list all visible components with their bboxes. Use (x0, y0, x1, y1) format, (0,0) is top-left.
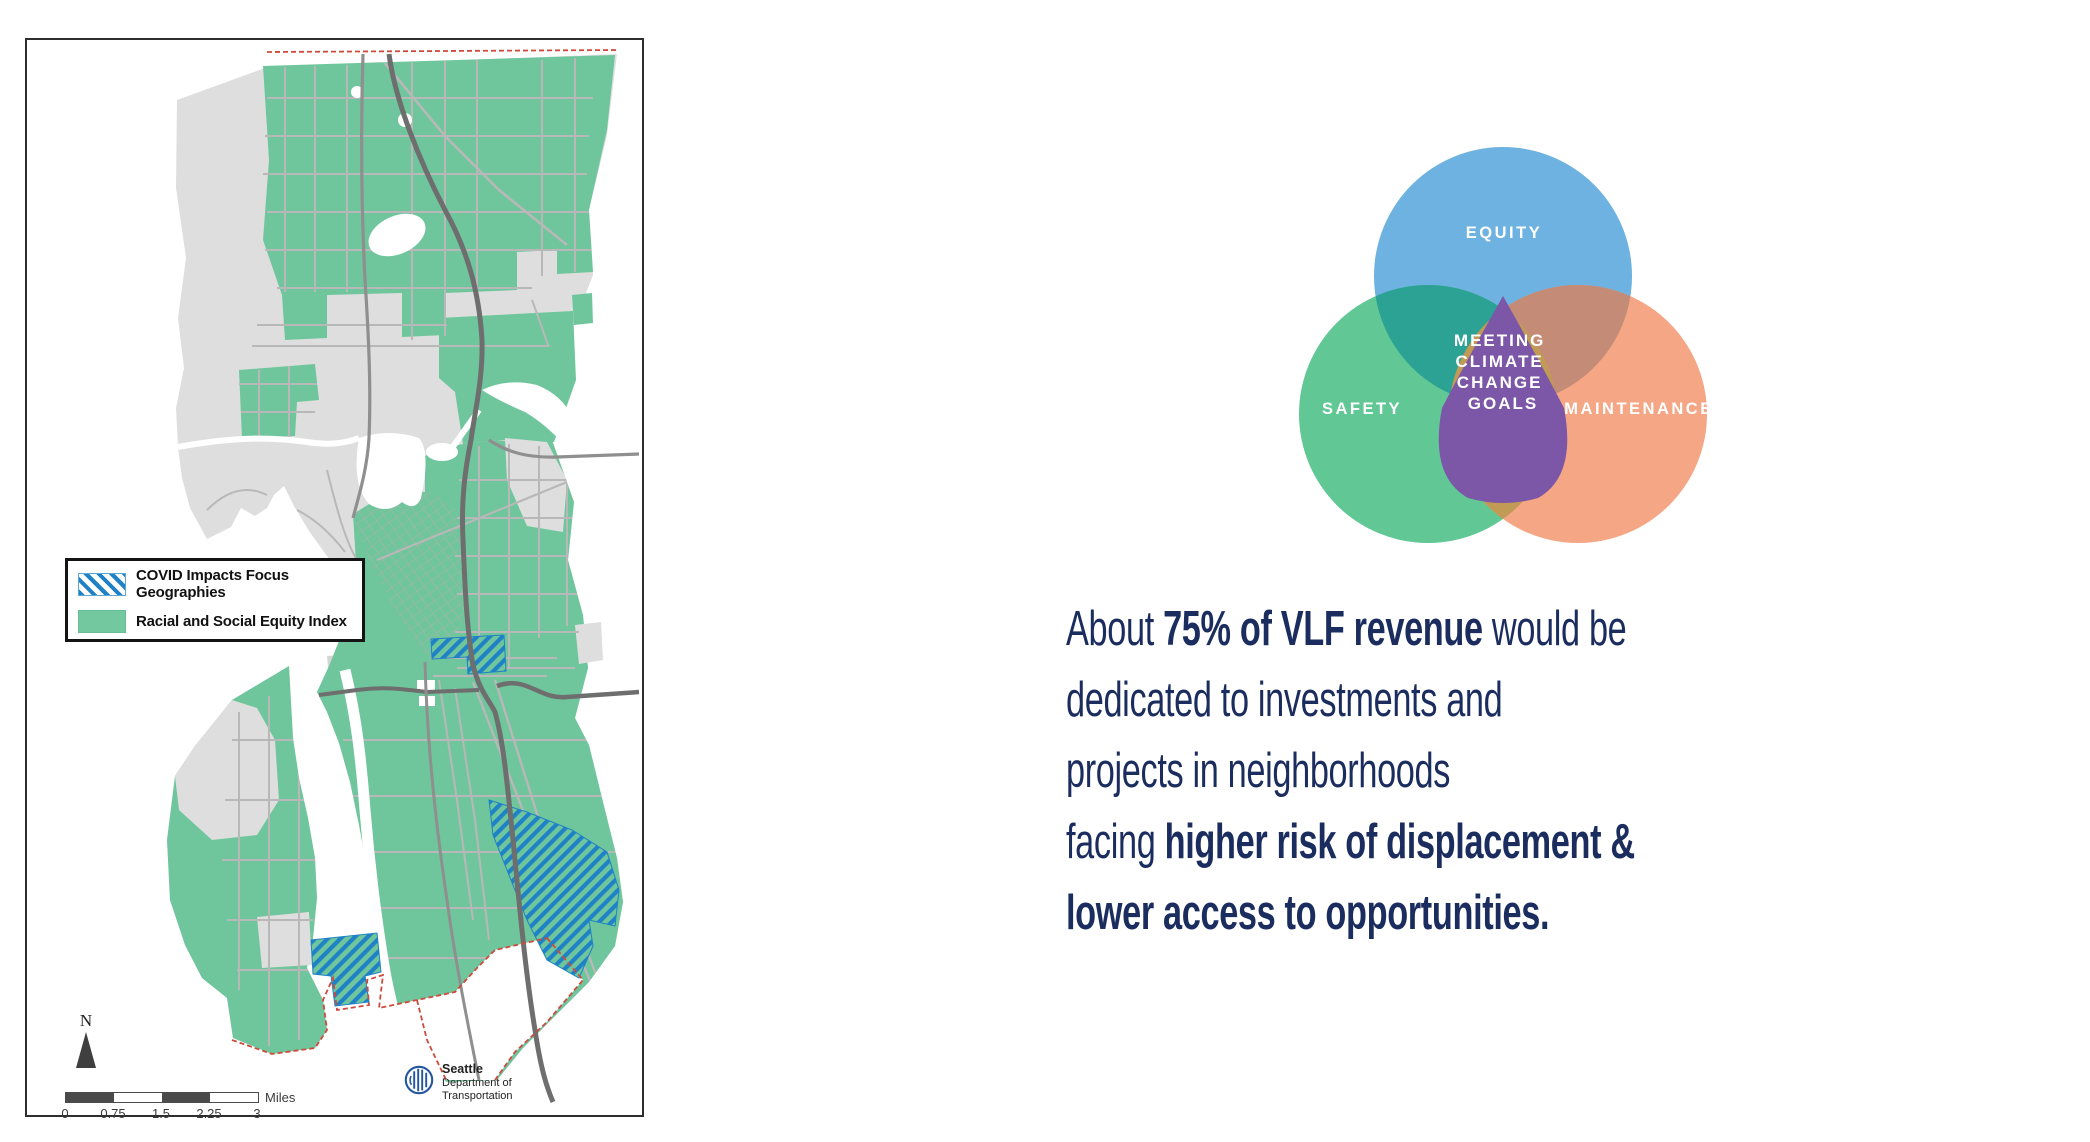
maintenance-label: MAINTENANCE (1564, 400, 1712, 418)
equity-label: EQUITY (1466, 224, 1542, 242)
sdot-logo-icon (404, 1065, 434, 1095)
statement-segment-bold: 75% of VLF revenue (1163, 602, 1483, 656)
legend-item-covid: COVID Impacts Focus Geographies (78, 567, 352, 601)
scale-unit: Miles (265, 1090, 296, 1105)
scale-tick: 0 (61, 1106, 69, 1121)
statement-segment: About (1066, 602, 1164, 656)
map-legend: COVID Impacts Focus Geographies Racial a… (65, 558, 365, 642)
scale-bar-track (65, 1092, 259, 1103)
legend-item-equity: Racial and Social Equity Index (78, 610, 352, 633)
center-label: MEETING CLIMATE CHANGE GOALS (1454, 331, 1552, 413)
legend-label: COVID Impacts Focus Geographies (136, 567, 289, 601)
center-overlap (1438, 296, 1568, 503)
north-label: N (79, 1011, 93, 1030)
covid-hatch-swatch (78, 572, 126, 596)
sdot-line3: Transportation (442, 1090, 513, 1103)
scale-tick: 3 (253, 1106, 261, 1121)
covid-area-downtown (430, 634, 507, 675)
sdot-logo-text: Seattle Department of Transportation (442, 1062, 513, 1103)
north-arrow-icon (76, 1032, 96, 1068)
covid-area-south-park (310, 932, 382, 1007)
seattle-map (167, 49, 640, 1103)
covid-area-rainier-valley (488, 799, 620, 979)
sdot-line2: Department of (442, 1077, 512, 1089)
scale-tick: 0.75 (100, 1106, 126, 1121)
statement-text: About 75% of VLF revenue would be dedica… (1066, 594, 1871, 949)
statement-segment-bold: higher risk of displacement & lower acce… (1066, 815, 1635, 941)
city-boundary (231, 49, 620, 1083)
legend-label: Racial and Social Equity Index (136, 613, 347, 630)
water (177, 86, 583, 1080)
scale-tick: 2.25 (196, 1106, 222, 1121)
scale-bar: 0 0.75 1.5 2.25 3 Miles (61, 1090, 345, 1121)
map-panel: COVID Impacts Focus Geographies Racial a… (25, 38, 644, 1121)
scale-segment (162, 1093, 210, 1102)
safety-label: SAFETY (1322, 400, 1402, 418)
sdot-logo: Seattle Department of Transportation (403, 1062, 513, 1103)
scale-segment (114, 1093, 162, 1102)
scale-segment (66, 1093, 114, 1102)
sdot-line1: Seattle (442, 1062, 483, 1076)
north-arrow: N (73, 1012, 99, 1068)
venn-diagram: EQUITY SAFETY MAINTENANCE MEETING CLIMAT… (1299, 147, 1712, 543)
scale-segment (210, 1093, 258, 1102)
highways (318, 53, 640, 1103)
equity-green-swatch (78, 610, 126, 633)
covid-focus-areas (310, 634, 620, 1007)
statement-segment: would be dedicated to investments and pr… (1066, 602, 1627, 870)
scale-tick: 1.5 (151, 1106, 171, 1121)
